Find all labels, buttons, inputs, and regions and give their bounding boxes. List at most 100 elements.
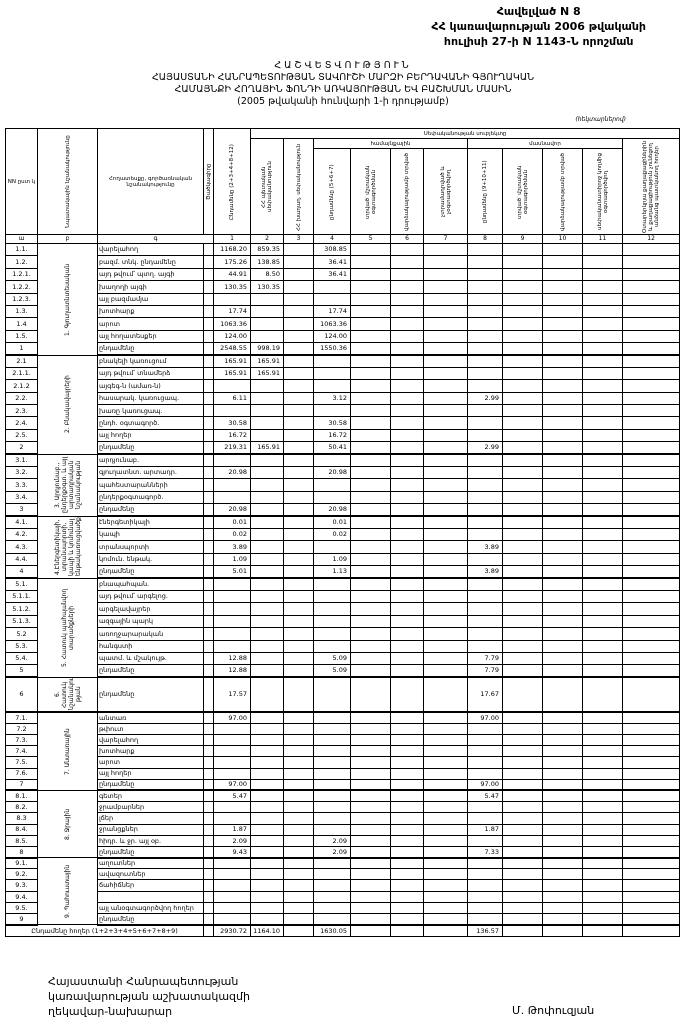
value-col-5 — [350, 901, 391, 915]
table-row: 7.3. վարելահող — [5, 734, 681, 747]
row-name: ընդամենը — [97, 342, 204, 357]
value-col-5 — [350, 304, 391, 319]
value-col-5 — [350, 503, 391, 518]
row-unit — [203, 404, 214, 418]
value-col-8 — [467, 756, 503, 769]
value-col-4: 1.09 — [313, 552, 351, 567]
row-unit — [203, 317, 214, 331]
row-name: ընդամենը — [97, 565, 204, 580]
value-col-6 — [390, 565, 424, 580]
value-col-3 — [283, 527, 314, 542]
row-code: 8.1. — [5, 789, 38, 803]
group-label: 9. Պահուստային — [64, 864, 71, 918]
value-col-3 — [283, 639, 314, 653]
value-col-4 — [313, 354, 351, 368]
value-col-10 — [542, 404, 583, 418]
value-col-8 — [467, 267, 503, 282]
value-col-10 — [542, 767, 583, 780]
value-col-1 — [213, 722, 251, 736]
value-col-5 — [350, 577, 391, 591]
value-col-3 — [283, 441, 314, 456]
value-col-6 — [390, 267, 424, 282]
group-label: 8. Ջրային — [64, 808, 71, 840]
value-col-6 — [390, 441, 424, 456]
value-col-6 — [390, 639, 424, 653]
value-col-10 — [542, 789, 583, 803]
value-col-3 — [283, 711, 314, 724]
value-col-2 — [250, 868, 284, 881]
value-col-10 — [542, 466, 583, 480]
value-col-6 — [390, 552, 424, 567]
value-col-9 — [502, 734, 543, 747]
row-unit — [203, 868, 214, 881]
value-col-12 — [621, 490, 681, 505]
value-col-10 — [542, 490, 583, 505]
header-communal: համայնքային — [313, 138, 468, 149]
row-code: 6 — [5, 676, 38, 714]
value-col-10 — [542, 756, 583, 769]
table-row: 1.2. բազմ. տնկ. ընդամենը 175.26 138.85 36.41 — [5, 255, 681, 269]
value-col-6 — [390, 416, 424, 430]
value-col-2 — [250, 589, 284, 604]
value-col-6 — [390, 466, 424, 480]
value-col-10 — [542, 317, 583, 331]
total-col-10 — [542, 924, 583, 938]
header-c3: ՀՀ խաղաղ. սեփականություն — [283, 138, 314, 235]
value-col-8 — [467, 767, 503, 780]
value-col-11 — [582, 614, 623, 629]
value-col-5 — [350, 879, 391, 892]
value-col-3 — [283, 428, 314, 443]
value-col-7 — [423, 478, 468, 492]
value-col-4 — [313, 676, 351, 714]
value-col-8: 7.79 — [467, 651, 503, 666]
value-col-4: 1.13 — [313, 565, 351, 580]
value-col-10 — [542, 552, 583, 567]
value-col-10 — [542, 801, 583, 814]
row-unit — [203, 453, 214, 468]
value-col-8 — [467, 589, 503, 604]
value-col-9 — [502, 913, 543, 926]
value-col-9 — [502, 317, 543, 331]
value-col-8 — [467, 614, 503, 629]
row-unit — [203, 857, 214, 870]
value-col-9 — [502, 789, 543, 803]
row-code: 2.4. — [5, 416, 38, 430]
value-col-8 — [467, 478, 503, 492]
header-c9-text: տրված՝ մշտական օգտագործման — [516, 164, 529, 219]
value-col-4 — [313, 868, 351, 881]
value-col-1 — [213, 577, 251, 591]
value-col-9 — [502, 589, 543, 604]
value-col-8 — [467, 627, 503, 641]
value-col-3 — [283, 789, 314, 803]
value-col-9 — [502, 466, 543, 480]
value-col-12 — [621, 577, 681, 591]
value-col-11 — [582, 342, 623, 357]
group-label-cell: 2. Բնակավայրերի — [37, 354, 98, 455]
value-col-10 — [542, 722, 583, 736]
table-row: 2 ընդամենը 219.31 165.91 50.41 2.99 — [5, 441, 681, 456]
header-c8: ընդամենը (9+10+11) — [467, 148, 503, 235]
value-col-7 — [423, 404, 468, 418]
row-unit — [203, 577, 214, 591]
value-col-4 — [313, 379, 351, 393]
value-col-5 — [350, 627, 391, 641]
value-col-3 — [283, 466, 314, 480]
row-name: վարելահող — [97, 734, 204, 747]
total-col-12 — [621, 924, 681, 938]
table-row: 5.1.1. այդ թվում՝ արգելոց. — [5, 589, 681, 604]
row-code: 8 — [5, 845, 38, 859]
value-col-11 — [582, 242, 623, 257]
value-col-12 — [621, 857, 681, 870]
value-col-1 — [213, 490, 251, 505]
header-group-text: Նպատակային նշանակությունը — [64, 135, 71, 228]
row-name: այդ թվում՝ տնամերձ — [97, 366, 204, 381]
row-unit — [203, 478, 214, 492]
value-col-11 — [582, 329, 623, 344]
group-label-cell: 7. Անտառային — [37, 711, 98, 791]
value-col-9 — [502, 441, 543, 456]
header-name: Հողատեսքը, գործառնական նշանակությունը — [97, 128, 204, 235]
value-col-12 — [621, 428, 681, 443]
value-col-11 — [582, 627, 623, 641]
row-name: այլ բազմամյա — [97, 292, 204, 306]
value-col-4 — [313, 280, 351, 294]
